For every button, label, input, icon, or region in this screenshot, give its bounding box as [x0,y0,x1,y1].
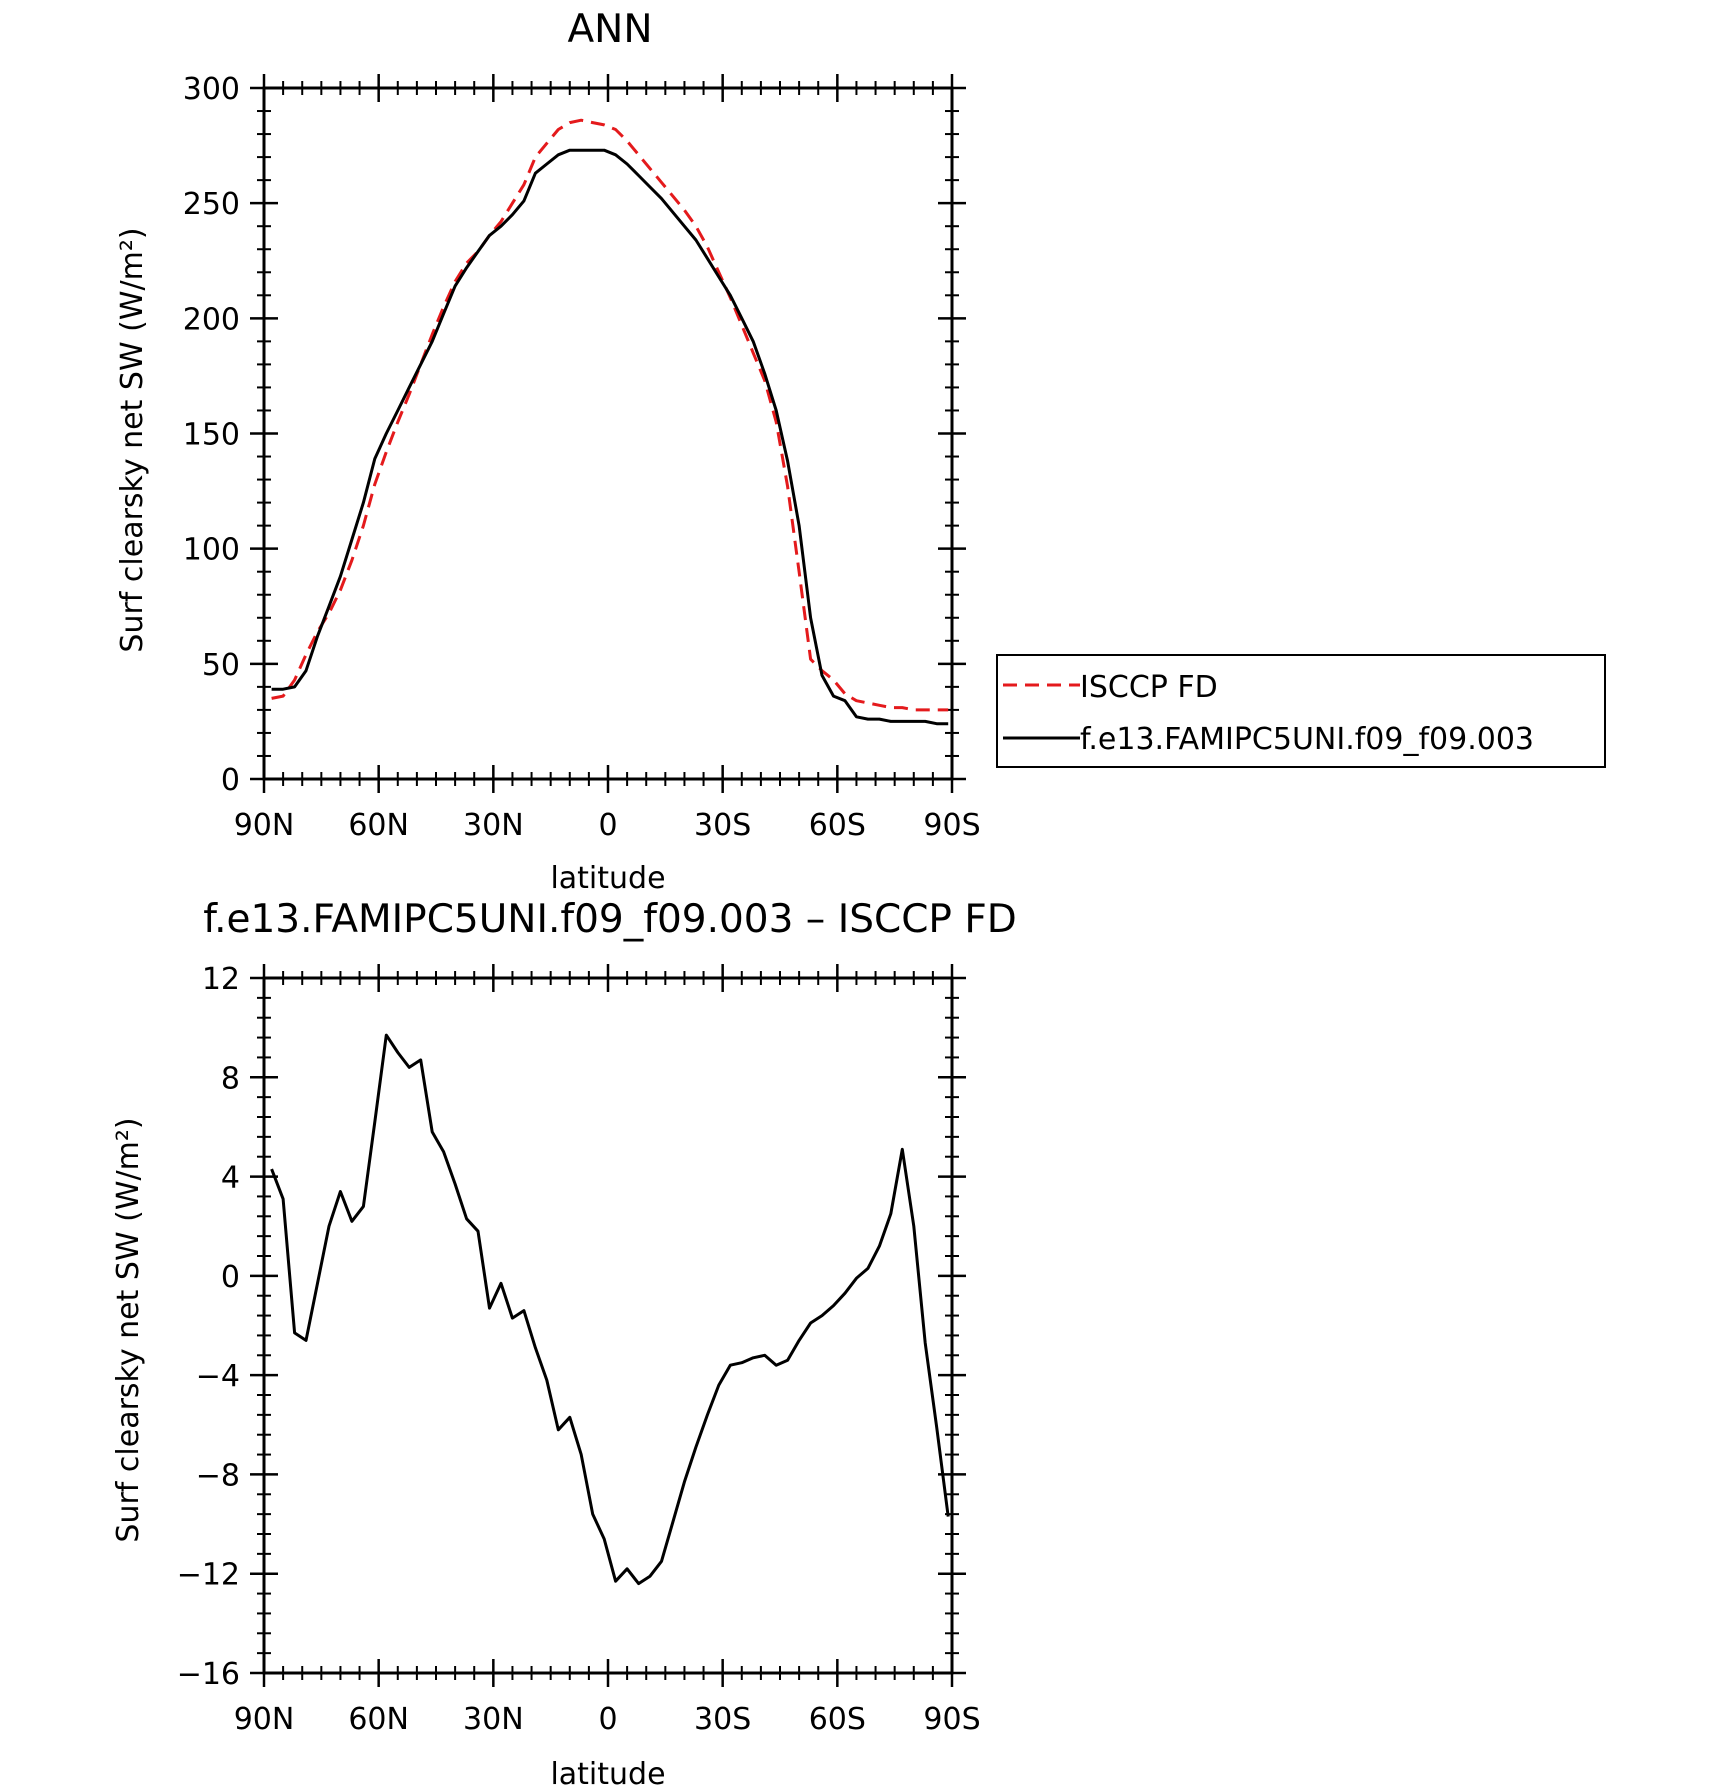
y-tick-label: 150 [183,418,240,453]
x-tick-label: 30N [463,808,524,843]
y-tick-label: −8 [196,1458,240,1493]
x-tick-label: 30N [463,1702,524,1737]
x-tick-label: 60S [809,1702,866,1737]
x-tick-label: 90N [234,808,295,843]
x-tick-label: 90S [923,808,980,843]
x-tick-label: 30S [694,1702,751,1737]
x-tick-label: 60S [809,808,866,843]
series-line-1-0 [270,1033,950,1586]
x-tick-label: 30S [694,808,751,843]
x-tick-label: 0 [598,1702,617,1737]
panel1-ticks [250,74,966,793]
panel1-legend: ISCCP FD f.e13.FAMIPC5UNI.f09_f09.003 [996,654,1606,768]
x-tick-label: 90S [923,1702,980,1737]
panel2-x-tick-labels: 90N 60N 30N 0 30S 60S 90S [234,1702,981,1737]
panel1-x-axis-label: latitude [550,861,665,896]
series-line-0-0 [271,118,949,712]
y-tick-label: 50 [202,648,240,683]
y-tick-label: 4 [221,1161,240,1196]
panel2-frame [262,976,954,1675]
legend-box [996,654,1606,768]
y-tick-label: 250 [183,187,240,222]
panel-difference: f.e13.FAMIPC5UNI.f09_f09.003 – ISCCP FD … [111,897,1017,1789]
panel2-y-axis-label: Surf clearsky net SW (W/m²) [111,1117,146,1542]
panel2-title: f.e13.FAMIPC5UNI.f09_f09.003 – ISCCP FD [203,897,1017,942]
y-tick-label: −4 [196,1359,240,1394]
legend-label-isccp: ISCCP FD [1080,670,1218,705]
x-tick-label: 0 [598,808,617,843]
y-tick-label: 8 [221,1061,240,1096]
panel1-y-axis-label: Surf clearsky net SW (W/m²) [115,227,150,652]
y-tick-label: 0 [221,763,240,798]
panel1-y-tick-labels: 0 50 100 150 200 250 300 [183,72,240,798]
panel1-x-tick-labels: 90N 60N 30N 0 30S 60S 90S [234,808,981,843]
panel2-y-tick-labels: −16 −12 −8 −4 0 4 8 12 [177,962,240,1692]
y-tick-label: 12 [202,962,240,997]
y-tick-label: 100 [183,533,240,568]
panel2-x-axis-label: latitude [550,1757,665,1789]
y-tick-label: 0 [221,1260,240,1295]
panel2-ticks [250,964,966,1687]
panel1-frame [262,86,954,781]
y-tick-label: −16 [177,1657,240,1692]
legend-label-model: f.e13.FAMIPC5UNI.f09_f09.003 [1080,722,1534,757]
panel2-series [270,1033,950,1586]
panel1-title: ANN [567,7,652,52]
y-tick-label: 200 [183,302,240,337]
series-line-0-1 [271,148,949,726]
y-tick-label: −12 [177,1558,240,1593]
x-tick-label: 60N [348,1702,409,1737]
y-tick-label: 300 [183,72,240,107]
x-tick-label: 60N [348,808,409,843]
panel1-series [271,118,949,726]
x-tick-label: 90N [234,1702,295,1737]
